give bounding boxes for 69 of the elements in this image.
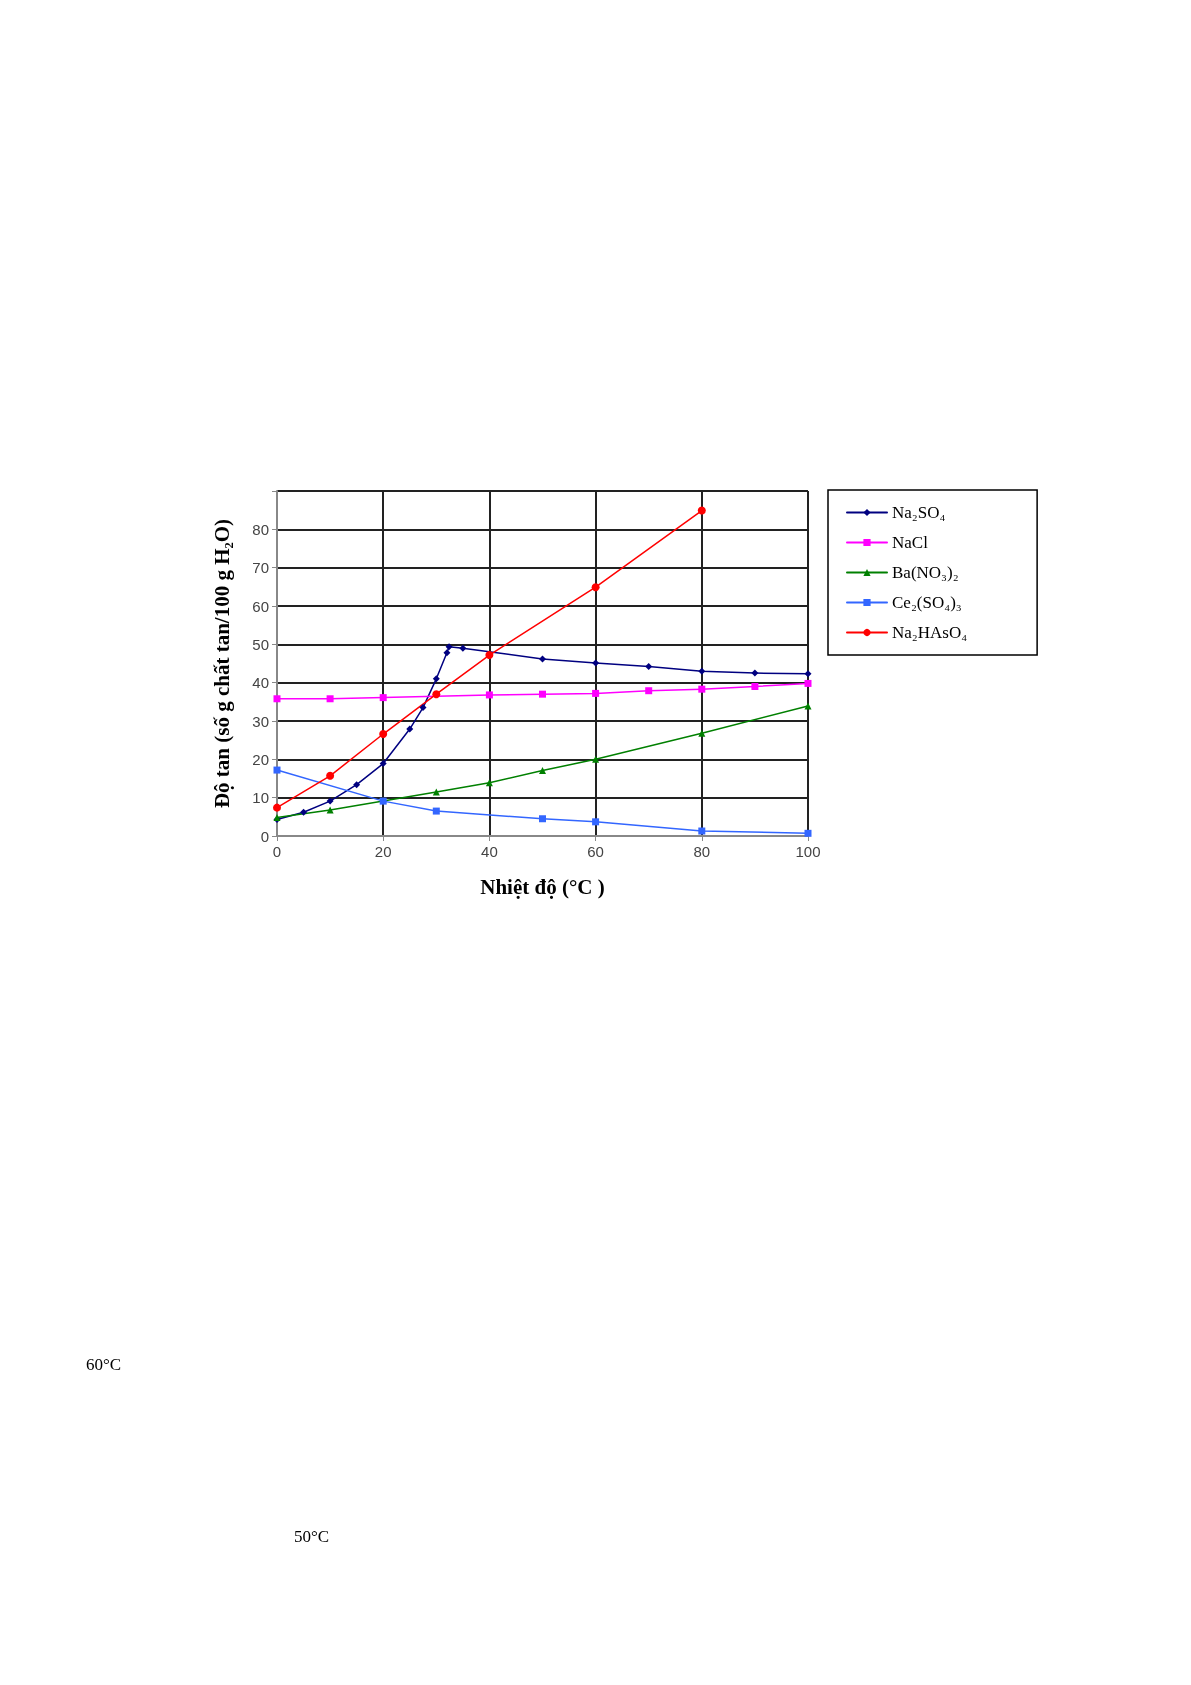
point bbox=[485, 651, 494, 660]
point bbox=[459, 644, 467, 652]
point bbox=[419, 704, 427, 712]
point bbox=[592, 659, 600, 667]
point bbox=[379, 730, 388, 739]
legend-label: Ba(NO₃)₂ bbox=[892, 563, 959, 582]
point bbox=[445, 643, 453, 651]
point bbox=[443, 649, 451, 657]
y-tick-label: 20 bbox=[252, 750, 269, 768]
point bbox=[592, 755, 600, 763]
x-tick-label: 0 bbox=[272, 843, 282, 860]
point bbox=[353, 781, 361, 789]
y-tick-label: 10 bbox=[252, 789, 269, 807]
point bbox=[698, 685, 706, 693]
point bbox=[698, 729, 706, 737]
point bbox=[645, 687, 653, 695]
point bbox=[539, 690, 546, 698]
x-tick-label: 40 bbox=[481, 843, 498, 860]
y-tick-label: 80 bbox=[252, 520, 269, 538]
y-tick-label: 40 bbox=[252, 674, 269, 692]
point bbox=[432, 690, 441, 699]
point bbox=[485, 691, 493, 699]
y-tick-label: 60 bbox=[252, 597, 269, 615]
point bbox=[804, 670, 812, 678]
point bbox=[326, 797, 334, 805]
point bbox=[539, 815, 546, 823]
x-tick-label: 100 bbox=[795, 843, 821, 860]
legend-label: NaCl bbox=[892, 533, 929, 552]
point bbox=[406, 725, 414, 733]
y-tick-label: 30 bbox=[252, 712, 269, 730]
point bbox=[273, 803, 281, 812]
point bbox=[751, 683, 759, 690]
x-tick-label: 80 bbox=[693, 843, 711, 860]
point bbox=[804, 679, 812, 687]
point bbox=[804, 702, 812, 710]
legend-label: Na₂HAsO₄ bbox=[892, 623, 968, 642]
point bbox=[326, 695, 334, 703]
legend-label: Ce₂(SO₄)₃ bbox=[892, 593, 962, 612]
point bbox=[804, 829, 812, 837]
y-tick-label: 70 bbox=[252, 559, 269, 577]
legend-label: Na₂SO₄ bbox=[892, 503, 946, 522]
point bbox=[432, 675, 440, 683]
x-tick-label: 20 bbox=[374, 843, 392, 860]
point bbox=[697, 506, 706, 515]
point bbox=[539, 655, 546, 663]
point bbox=[432, 807, 440, 815]
y-axis-title: Độ tan (số g chất tan/100 g H₂O) bbox=[209, 518, 234, 809]
text: 50°C bbox=[294, 1527, 330, 1547]
point bbox=[273, 695, 281, 703]
point bbox=[591, 583, 600, 592]
point bbox=[326, 771, 335, 780]
y-tick-label: 0 bbox=[260, 827, 269, 845]
x-tick-label: 60 bbox=[587, 843, 604, 860]
x-axis-title: Nhiệt độ (°C ) bbox=[480, 874, 605, 899]
point bbox=[379, 760, 387, 768]
point bbox=[698, 827, 706, 835]
point bbox=[698, 667, 706, 675]
point bbox=[592, 689, 600, 697]
point bbox=[379, 797, 387, 805]
point bbox=[645, 663, 653, 671]
y-tick-label: 50 bbox=[252, 635, 269, 653]
point bbox=[485, 779, 493, 787]
point bbox=[379, 694, 387, 702]
point bbox=[539, 766, 546, 774]
text: 60°C bbox=[86, 1355, 122, 1375]
point bbox=[273, 766, 281, 774]
point bbox=[300, 808, 308, 816]
point bbox=[751, 669, 759, 677]
point bbox=[592, 818, 600, 826]
